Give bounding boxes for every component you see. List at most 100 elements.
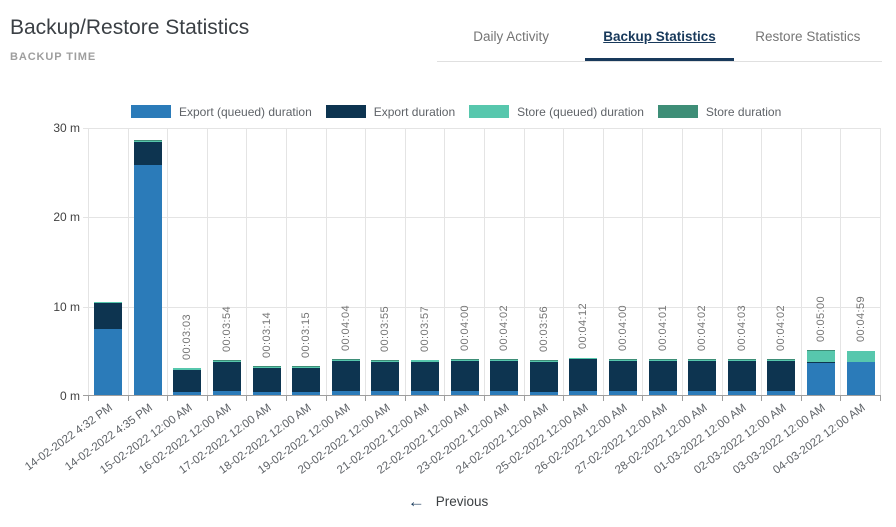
bar-03-03-2022-12-00-am[interactable] [806, 350, 835, 395]
bar-value-label: 00:04:02 [498, 304, 511, 351]
bar-value-label: 00:03:56 [537, 305, 550, 352]
legend-swatch [469, 105, 510, 118]
bar-segment-store-duration [688, 359, 717, 360]
chart-slot: 00:04:02 23-02-2022 12:00 AM [415, 128, 525, 477]
bar-segment-store-queued-duration [688, 359, 717, 362]
bar-segment-export-queued-duration [371, 391, 400, 395]
tab-restore-statistics[interactable]: Restore Statistics [734, 14, 882, 61]
bar-28-02-2022-12-00-am[interactable] [688, 359, 717, 395]
bar-15-02-2022-12-00-am[interactable] [173, 367, 202, 395]
bar-segment-store-queued-duration [727, 359, 756, 361]
y-axis-label: 0 m [59, 389, 80, 403]
gridline [83, 306, 881, 308]
bar-segment-store-duration [767, 359, 796, 360]
chart-slot: 00:03:03 15-02-2022 12:00 AM [98, 128, 208, 477]
chart-pager: ← Previous [0, 488, 896, 514]
bar-23-02-2022-12-00-am[interactable] [490, 359, 519, 395]
gridline [83, 217, 881, 219]
bar-01-03-2022-12-00-am[interactable] [727, 358, 756, 395]
bar-26-02-2022-12-00-am[interactable] [609, 359, 638, 395]
bar-segment-export-duration [569, 359, 598, 392]
y-axis: 0 m 10 m 20 m 30 m [0, 121, 80, 403]
bar-02-03-2022-12-00-am[interactable] [767, 359, 796, 395]
bar-segment-store-queued-duration [371, 360, 400, 362]
bar-20-02-2022-12-00-am[interactable] [371, 360, 400, 395]
bar-segment-store-duration [94, 301, 123, 303]
bar-value-label: 00:04:04 [339, 304, 352, 351]
bar-segment-store-queued-duration [490, 359, 519, 362]
bar-segment-export-queued-duration [331, 391, 360, 395]
tab-bar: Daily Activity Backup Statistics Restore S… [437, 14, 882, 62]
page-title: Backup/Restore Statistics [10, 16, 250, 39]
bar-19-02-2022-12-00-am[interactable] [331, 358, 360, 395]
previous-button[interactable]: ← Previous [408, 493, 489, 510]
bar-27-02-2022-12-00-am[interactable] [648, 359, 677, 395]
bar-segment-export-queued-duration [609, 391, 638, 395]
left-arrow-icon: ← [407, 491, 425, 511]
bar-24-02-2022-12-00-am[interactable] [529, 359, 558, 395]
bar-16-02-2022-12-00-am[interactable] [213, 360, 242, 395]
bar-25-02-2022-12-00-am[interactable] [569, 357, 598, 395]
bar-segment-export-queued-duration [94, 328, 123, 395]
bar-segment-export-duration [252, 367, 281, 392]
chart-slot: 00:04:04 19-02-2022 12:00 AM [256, 128, 367, 477]
bar-segment-store-queued-duration [213, 360, 242, 362]
chart-legend: Export (queued) duration Export duration S… [131, 104, 781, 119]
chart-slot: 00:04:00 22-02-2022 12:00 AM [375, 128, 485, 477]
chart-slot: 00:04:00 26-02-2022 12:00 AM [534, 128, 644, 477]
bar-14-02-2022-4-32-pm[interactable] [94, 301, 123, 395]
bar-segment-store-queued-duration [331, 359, 360, 361]
chart-slot: 14-02-2022 4:32 PM [23, 128, 129, 473]
bar-value-label: 00:04:12 [577, 303, 590, 350]
bar-segment-store-queued-duration [252, 366, 281, 368]
bar-segment-export-duration [450, 361, 479, 392]
chart-slot: 00:04:02 28-02-2022 12:00 AM [613, 128, 723, 477]
bar-22-02-2022-12-00-am[interactable] [450, 359, 479, 395]
bar-value-label: 00:04:01 [656, 305, 669, 352]
y-axis-label: 20 m [53, 210, 80, 225]
tab-label: Backup Statistics [603, 28, 716, 44]
bar-value-label: 00:03:54 [221, 306, 234, 353]
bar-value-label: 00:05:00 [814, 296, 827, 343]
legend-swatch [131, 105, 171, 118]
bar-segment-export-queued-duration [727, 391, 756, 395]
bar-segment-export-duration [767, 361, 796, 392]
chart-slot: 00:03:56 24-02-2022 12:00 AM [454, 128, 565, 477]
y-axis-label: 30 m [53, 121, 80, 135]
bar-17-02-2022-12-00-am[interactable] [252, 366, 281, 395]
bar-segment-export-duration [688, 361, 717, 392]
chart-slot: 00:04:03 01-03-2022 12:00 AM [652, 128, 763, 477]
legend-item-export-queued-duration: Export (queued) duration [131, 105, 312, 119]
legend-item-store-queued-duration: Store (queued) duration [469, 105, 644, 119]
bar-value-label: 00:04:00 [617, 305, 630, 352]
tab-daily-activity[interactable]: Daily Activity [437, 14, 585, 61]
bar-18-02-2022-12-00-am[interactable] [292, 366, 321, 395]
bar-14-02-2022-4-35-pm[interactable] [133, 140, 162, 395]
bar-value-label: 00:03:03 [181, 313, 194, 360]
bar-21-02-2022-12-00-am[interactable] [411, 359, 440, 395]
bar-04-03-2022-12-00-am[interactable] [846, 350, 875, 395]
tab-backup-statistics[interactable]: Backup Statistics [585, 14, 734, 61]
backup-time-section-label: BACKUP TIME [10, 51, 97, 63]
bar-segment-export-duration [371, 361, 400, 392]
bar-segment-store-queued-duration [94, 302, 123, 304]
bar-segment-store-duration [371, 360, 400, 361]
legend-label: Store (queued) duration [517, 104, 644, 119]
legend-swatch [657, 105, 698, 118]
bar-segment-export-duration [648, 361, 677, 392]
bar-segment-export-queued-duration [767, 391, 796, 395]
bar-segment-export-duration [490, 361, 519, 392]
bar-segment-export-duration [529, 361, 558, 392]
bar-segment-store-queued-duration [767, 359, 796, 362]
bar-segment-store-queued-duration [569, 358, 598, 360]
chart-slot: 00:05:00 03-03-2022 12:00 AM [731, 128, 842, 477]
gridline [83, 128, 881, 129]
bar-segment-store-queued-duration [609, 360, 638, 362]
bar-segment-store-queued-duration [648, 359, 677, 362]
bar-segment-store-duration [490, 359, 519, 360]
bar-segment-store-queued-duration [450, 360, 479, 362]
legend-item-export-duration: Export duration [325, 105, 455, 119]
chart-slot: 00:04:02 02-03-2022 12:00 AM [692, 128, 802, 477]
bar-value-label: 00:03:57 [419, 305, 432, 352]
bar-segment-store-duration [806, 350, 835, 352]
